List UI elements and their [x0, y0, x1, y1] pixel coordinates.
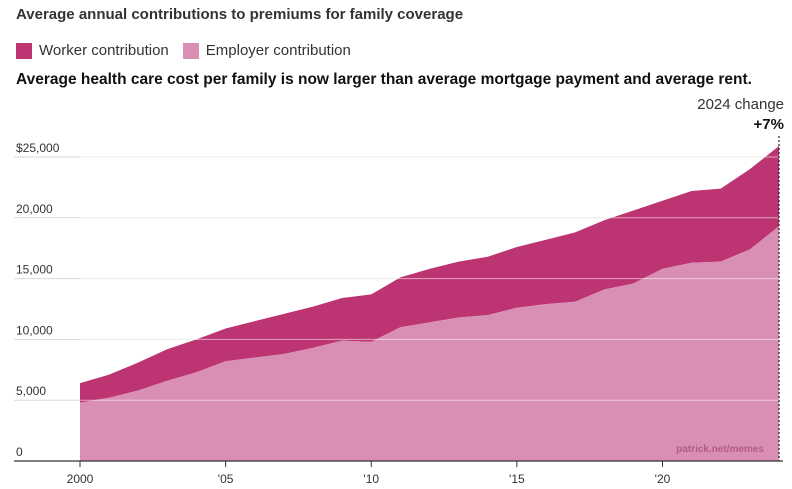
y-tick-label: 10,000	[16, 323, 53, 337]
chart-subtitle: Average health care cost per family is n…	[16, 71, 752, 88]
x-tick-label: '15	[509, 472, 525, 486]
y-tick-label: 5,000	[16, 384, 46, 398]
x-tick-label: '05	[218, 472, 234, 486]
legend-item-employer: Employer contribution	[182, 42, 351, 59]
area-employer-contribution	[80, 226, 779, 461]
watermark: patrick.net/memes	[676, 444, 764, 455]
area-worker-contribution	[80, 146, 779, 403]
legend-swatch-employer	[182, 42, 199, 59]
legend-item-worker: Worker contribution	[16, 42, 169, 59]
x-tick-label: 2000	[67, 472, 94, 486]
y-tick-label: 0	[16, 445, 23, 459]
chart-title: Average annual contributions to premiums…	[16, 6, 464, 23]
legend: Worker contribution Employer contributio…	[16, 42, 365, 59]
change-label: 2024 change	[697, 96, 784, 113]
legend-label-employer: Employer contribution	[205, 42, 351, 59]
y-tick-label: $25,000	[16, 141, 60, 155]
legend-swatch-worker	[16, 42, 32, 59]
x-tick-label: '20	[655, 472, 671, 486]
change-value: +7%	[753, 116, 784, 133]
y-axis-ticks: 0 5,000 10,000 15,000 20,000 $25,000	[16, 141, 779, 459]
legend-label-worker: Worker contribution	[39, 42, 169, 59]
y-tick-label: 15,000	[16, 263, 53, 277]
y-tick-label: 20,000	[16, 202, 53, 216]
x-tick-label: '10	[363, 472, 379, 486]
x-axis-ticks: 2000 '05 '10 '15 '20	[67, 461, 671, 486]
